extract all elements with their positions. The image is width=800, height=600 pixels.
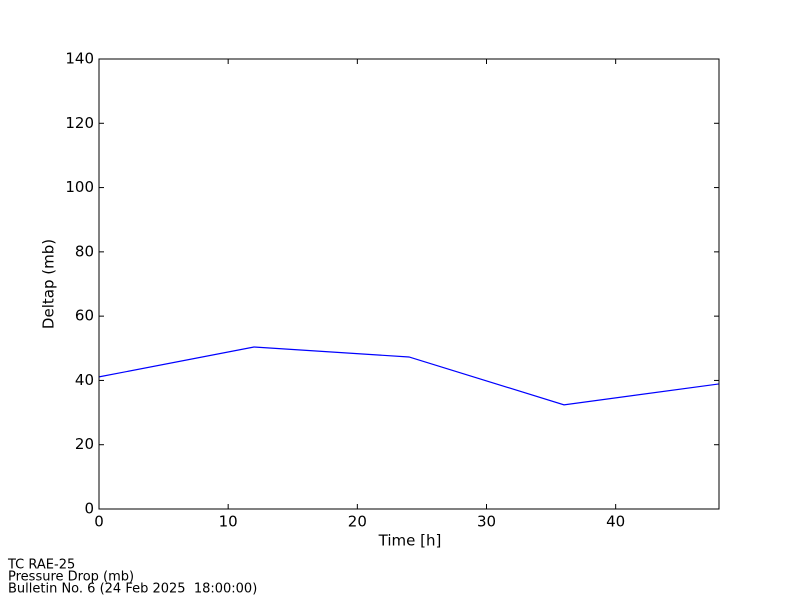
y-tick-label: 60 [75,307,94,325]
plot-frame [98,58,720,510]
y-tick-label: 80 [75,242,94,260]
line-series [98,346,720,406]
y-tick-label: 0 [84,500,94,518]
footer-note: Bulletin No. 6 (24 Feb 2025 18:00:00) [8,582,257,597]
x-tick-label: 40 [606,513,625,531]
x-axis-label: Time [h] [378,532,442,550]
footer-note: Pressure Drop (mb) [8,570,134,585]
y-tick-label: 40 [75,371,94,389]
y-tick-label: 140 [65,50,94,68]
footer-note: TC RAE-25 [7,558,75,573]
x-tick-label: 0 [94,513,104,531]
y-tick-label: 20 [75,435,94,453]
x-tick-label: 30 [477,513,496,531]
x-tick-label: 20 [348,513,367,531]
y-tick-label: 100 [65,178,94,196]
y-axis-label: Deltap (mb) [40,239,58,329]
x-tick-label: 10 [219,513,238,531]
y-tick-label: 120 [65,114,94,132]
